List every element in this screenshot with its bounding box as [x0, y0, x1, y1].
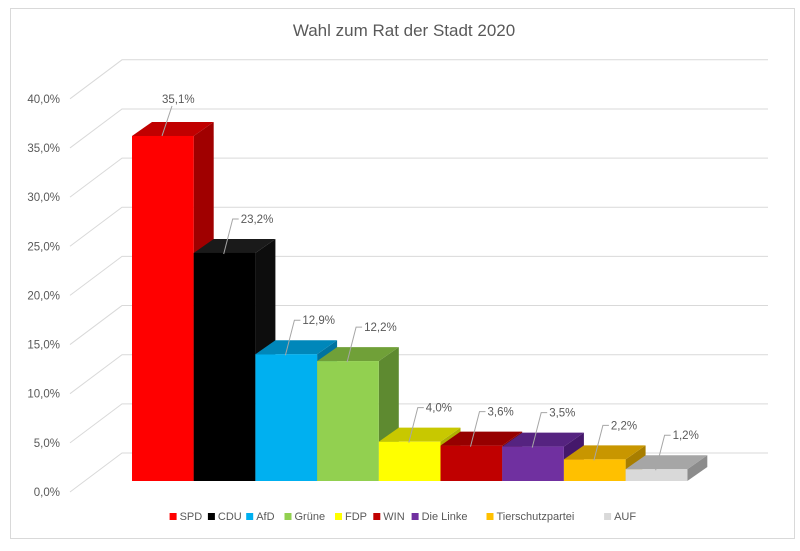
data-label-leader [223, 218, 239, 255]
bar-front [563, 459, 626, 481]
gridline [69, 206, 768, 247]
legend-label: Tierschutzpartei [497, 511, 575, 523]
legend-item: Die Linke [411, 511, 468, 523]
y-tick-label: 15,0% [27, 340, 60, 352]
legend-label: AUF [614, 511, 636, 523]
data-label: 12,9% [302, 315, 335, 327]
y-tick-label: 5,0% [34, 438, 60, 450]
bar-top [378, 427, 461, 442]
chart-title: Wahl zum Rat der Stadt 2020 [293, 21, 515, 40]
legend-swatch [411, 513, 419, 520]
legend-swatch [486, 513, 494, 520]
data-label-leader [531, 412, 548, 448]
legend-label: Die Linke [422, 511, 468, 523]
data-labels: 35,1% 23,2% 12,9% 12,2% 4,0% 3,6% 3,5% 2,2% 1,2% [161, 94, 699, 471]
bar-front [317, 361, 379, 481]
legend-item: Tierschutzpartei [486, 511, 575, 523]
gridline [69, 108, 768, 149]
data-label: 1,2% [673, 430, 699, 442]
legend-item: SPD [169, 511, 203, 523]
legend-item: AUF [604, 511, 636, 523]
data-label-leader [284, 319, 301, 356]
bar-top [625, 455, 708, 470]
data-label: 35,1% [162, 94, 195, 106]
bar-top [563, 445, 646, 460]
legend-item: CDU [207, 511, 242, 523]
bar-front [255, 354, 318, 481]
bars [132, 121, 708, 482]
bar-front [132, 135, 194, 482]
legend-label: Grüne [295, 511, 326, 523]
bar-front [502, 446, 564, 481]
bar-auf [625, 455, 708, 481]
y-tick-label: 35,0% [27, 143, 60, 155]
bar-tierschutzpartei [563, 445, 646, 481]
legend-swatch [373, 513, 381, 520]
legend-swatch [335, 513, 342, 520]
bar-side [687, 455, 708, 481]
gridline [69, 157, 768, 198]
y-tick-label: 0,0% [34, 487, 60, 499]
data-label-leader [470, 411, 486, 447]
bar-top [255, 340, 338, 355]
legend-swatch [284, 513, 292, 520]
bar-top [193, 238, 276, 253]
legend-item: FDP [335, 511, 367, 523]
gridline [69, 255, 768, 296]
legend-label: SPD [180, 511, 203, 523]
bar-top [502, 432, 584, 447]
legend: SPD CDU AfD Grüne FDP WIN Die Linke Tierschutzp… [169, 511, 636, 523]
y-tick-label: 10,0% [27, 389, 60, 401]
legend-label: FDP [345, 511, 367, 523]
bar-front [440, 445, 503, 481]
bar-top [440, 431, 523, 446]
y-tick-label: 25,0% [27, 241, 60, 253]
bar-front [193, 252, 256, 481]
y-axis-ticks: 0,0% 5,0% 10,0% 15,0% 20,0% 25,0% 30,0% 35,0% 40… [27, 94, 60, 499]
data-label: 3,6% [488, 407, 514, 419]
data-label: 23,2% [241, 214, 274, 226]
data-label: 3,5% [549, 408, 575, 420]
data-label-leader [408, 407, 424, 443]
y-tick-label: 40,0% [27, 94, 60, 106]
data-label-leader [655, 434, 671, 471]
bar-grüne [317, 347, 399, 481]
legend-label: WIN [383, 511, 404, 523]
gridline [69, 403, 768, 444]
gridline [69, 305, 768, 345]
bar-top [132, 121, 214, 136]
legend-item: AfD [246, 511, 275, 523]
legend-label: AfD [256, 511, 274, 523]
bar-front [378, 441, 441, 481]
y-tick-label: 30,0% [27, 192, 60, 204]
data-label-leader [593, 424, 609, 461]
data-label-leader [161, 105, 173, 137]
data-label: 2,2% [611, 420, 637, 432]
legend-label: CDU [218, 511, 242, 523]
legend-swatch [207, 513, 215, 520]
data-label: 4,0% [426, 403, 452, 415]
y-tick-label: 20,0% [27, 290, 60, 302]
bar-front [625, 469, 688, 481]
bar-die-linke [502, 432, 584, 481]
legend-item: Grüne [284, 511, 326, 523]
gridline [69, 59, 768, 100]
data-label: 12,2% [364, 322, 397, 334]
legend-swatch [246, 513, 254, 520]
gridline [69, 354, 768, 395]
data-label-leader [346, 326, 363, 363]
bar-top [317, 347, 399, 362]
legend-item: WIN [373, 511, 405, 523]
legend-swatch [169, 513, 177, 520]
legend-swatch [604, 513, 612, 520]
